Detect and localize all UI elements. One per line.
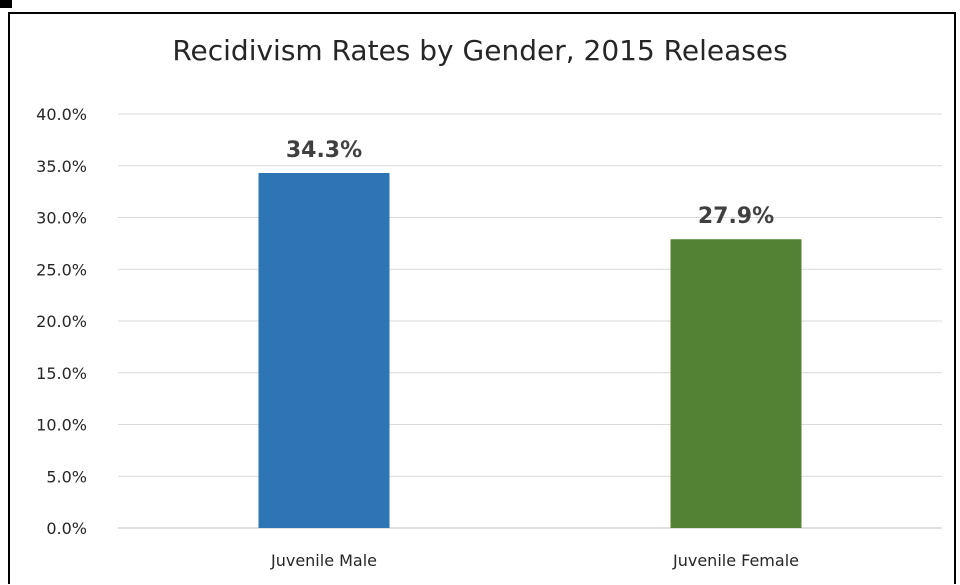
x-tick-label: Juvenile Male: [270, 551, 377, 570]
y-tick-label: 10.0%: [36, 416, 87, 435]
x-tick-label: Juvenile Female: [672, 551, 799, 570]
y-tick-label: 25.0%: [36, 260, 87, 279]
gridlines: [118, 113, 942, 529]
data-label: 27.9%: [698, 204, 774, 229]
y-tick-label: 15.0%: [36, 364, 87, 383]
bars: [258, 172, 802, 529]
top-corner-mark: [0, 0, 12, 8]
y-axis-tick-labels: 0.0% 5.0% 10.0% 15.0% 20.0% 25.0% 30.0% 35.0% 40…: [36, 105, 87, 538]
data-label: 34.3%: [286, 138, 362, 163]
y-tick-label: 30.0%: [36, 209, 87, 228]
y-tick-label: 35.0%: [36, 157, 87, 176]
y-tick-label: 40.0%: [36, 105, 87, 124]
x-axis-tick-labels: Juvenile Male Juvenile Female: [270, 551, 799, 570]
y-tick-label: 20.0%: [36, 312, 87, 331]
data-labels: 34.3% 27.9%: [286, 138, 774, 229]
y-tick-label: 5.0%: [46, 467, 87, 486]
chart-title: Recidivism Rates by Gender, 2015 Release…: [172, 34, 788, 67]
bar: [670, 239, 802, 529]
y-tick-label: 0.0%: [46, 519, 87, 538]
bar: [258, 172, 390, 528]
